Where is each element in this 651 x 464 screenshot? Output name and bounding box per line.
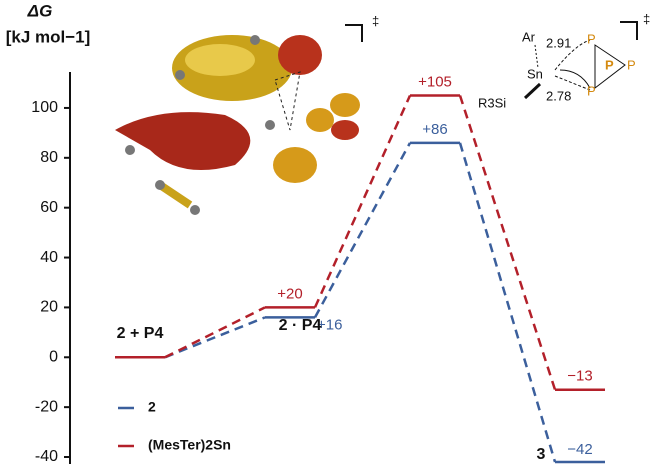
annotation: P (587, 31, 596, 46)
ts-bracket (345, 25, 362, 42)
category-label: 2 + P4 (117, 325, 164, 342)
value-label: −42 (567, 441, 592, 458)
chart: ‡ ‡ Ar 2.91 Sn 2.78 R3Si P P P P ΔG [kJ … (0, 0, 651, 464)
y-tick-label: 60 (40, 199, 58, 216)
category-label: 3 (537, 446, 546, 463)
annotation: P (605, 57, 614, 72)
y-tick-label: -40 (35, 448, 58, 464)
molecule-illustration (115, 35, 360, 215)
annotation: 2.78 (546, 88, 571, 103)
value-label: +105 (418, 73, 452, 90)
annotation: P (587, 83, 596, 98)
annotation: R3Si (478, 95, 506, 110)
legend-label: (MesTer)2Sn (148, 437, 231, 453)
legend-label: 2 (148, 399, 156, 415)
y-axis-label: ΔG (27, 1, 53, 20)
annotation: Ar (522, 29, 536, 44)
connector (460, 95, 555, 389)
category-label: 2 · P4 (279, 317, 322, 334)
ts-bracket (620, 22, 637, 40)
y-axis-label: [kJ mol−1] (6, 27, 91, 46)
annotation: Sn (527, 66, 543, 81)
value-label: +20 (277, 285, 302, 302)
value-label: +86 (422, 121, 447, 138)
y-tick-label: 100 (31, 99, 58, 116)
ts-symbol: ‡ (643, 11, 650, 26)
annotation: 2.91 (546, 35, 571, 50)
connector (165, 307, 265, 357)
y-tick-label: 0 (49, 348, 58, 365)
connector (315, 143, 410, 318)
value-label: −13 (567, 368, 592, 385)
connector (165, 317, 265, 357)
ts-symbol: ‡ (372, 13, 379, 28)
connector (460, 143, 555, 462)
y-tick-label: 80 (40, 149, 58, 166)
y-tick-label: 20 (40, 299, 58, 316)
annotation: P (627, 57, 636, 72)
y-tick-label: -20 (35, 398, 58, 415)
y-tick-label: 40 (40, 249, 58, 266)
